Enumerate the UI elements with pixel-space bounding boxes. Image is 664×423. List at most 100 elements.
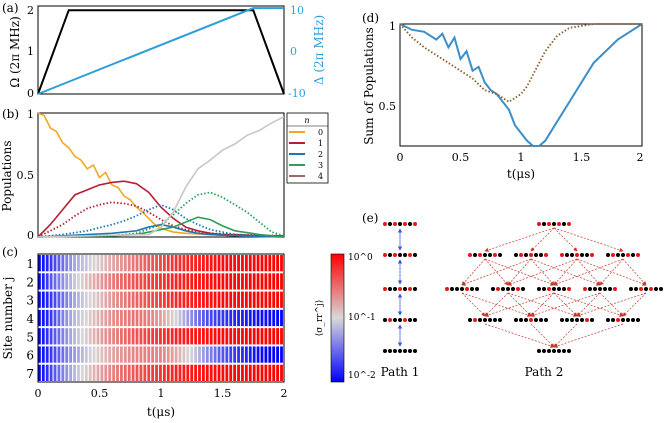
panel-a: (a) 0 1 2 -10 0 10 Ω (2π MHz) Δ (2π MHz): [2, 1, 326, 100]
atom-dot: [562, 287, 566, 291]
atom-dot: [516, 287, 520, 291]
panel-e: (e) Path 1 Path 2: [362, 211, 663, 379]
heatmap-cell: [229, 364, 233, 381]
atom-dot: [603, 287, 607, 291]
heatmap-cell: [127, 364, 131, 381]
atom-dot: [562, 349, 566, 353]
heatmap-cell: [69, 273, 73, 290]
heatmap-cell: [272, 328, 276, 345]
heatmap-cell: [77, 328, 80, 345]
heatmap-cell: [135, 346, 139, 363]
heatmap-cell: [225, 309, 229, 327]
heatmap-cell: [233, 309, 237, 327]
heatmap-cell: [80, 346, 84, 363]
atom-dot: [393, 222, 397, 226]
heatmap-cell: [221, 291, 225, 308]
heatmap-cell: [213, 328, 217, 345]
atom-dot: [398, 253, 402, 257]
heatmap-cell: [241, 309, 244, 327]
heatmap-cell: [252, 328, 256, 345]
heatmap-cell: [147, 309, 151, 327]
heatmap-cell: [166, 291, 170, 308]
heatmap-cell: [139, 255, 143, 272]
heatmap-cell: [147, 255, 151, 272]
heatmap-cell: [127, 255, 131, 272]
atom-dot: [398, 222, 402, 226]
atom-dot: [473, 253, 477, 257]
atom-dot: [529, 253, 533, 257]
atom-dot: [408, 349, 412, 353]
heatmap-cell: [96, 346, 100, 363]
transition-arrow: [530, 258, 601, 286]
atom-chain: [537, 287, 571, 291]
heatmap-cells: [38, 255, 283, 381]
heatmap-cell: [38, 309, 41, 327]
heatmap-cell: [38, 364, 41, 381]
heatmap-cell: [256, 346, 260, 363]
path2-label: Path 2: [525, 365, 564, 379]
heatmap-cell: [225, 255, 229, 272]
a-right-tick-0: -10: [288, 87, 306, 100]
d-xtick-2: 1: [518, 151, 525, 164]
atom-dot: [388, 222, 392, 226]
atom-dot: [547, 222, 551, 226]
atom-dot: [413, 253, 417, 257]
c-xtick-3: 1.5: [214, 387, 232, 400]
heatmap-cell: [131, 364, 135, 381]
heatmap-cell: [178, 346, 182, 363]
heatmap-cell: [198, 346, 201, 363]
heatmap-cell: [112, 273, 115, 290]
heatmap-cell: [65, 309, 69, 327]
heatmap-cell: [202, 255, 205, 272]
heatmap-cell: [159, 309, 162, 327]
transition-arrow: [553, 258, 578, 286]
atom-dot: [570, 253, 574, 257]
atom-dot: [445, 287, 449, 291]
heatmap-cell: [280, 309, 283, 327]
heatmap-cell: [77, 255, 80, 272]
transition-arrow: [484, 227, 555, 252]
heatmap-cell: [143, 291, 147, 308]
atom-dot: [552, 222, 556, 226]
atom-chain: [583, 287, 617, 291]
heatmap-cell: [155, 309, 158, 327]
heatmap-cell: [41, 291, 45, 308]
heatmap-cell: [45, 328, 49, 345]
heatmap-cell: [159, 328, 162, 345]
legend-label-4: 4: [318, 172, 323, 181]
sum-series-dotted: [399, 23, 642, 103]
heatmap-cell: [84, 255, 88, 272]
heatmap-cell: [159, 346, 162, 363]
heatmap-cell: [104, 328, 108, 345]
panel-a-label: (a): [2, 1, 19, 15]
heatmap-cell: [174, 309, 178, 327]
transition-arrow: [461, 258, 486, 286]
heatmap-cell: [127, 328, 131, 345]
heatmap-cell: [45, 346, 49, 363]
heatmap-cell: [244, 364, 248, 381]
heatmap-cell: [155, 273, 158, 290]
heatmap-cell: [61, 364, 65, 381]
heatmap-cell: [135, 255, 139, 272]
heatmap-cell: [229, 291, 233, 308]
heatmap-cell: [88, 328, 92, 345]
atom-dot: [534, 318, 538, 322]
heatmap-cell: [256, 309, 260, 327]
atom-dot: [585, 253, 589, 257]
heatmap-cell: [241, 255, 244, 272]
heatmap-cell: [53, 291, 57, 308]
heatmap-cell: [264, 273, 268, 290]
atom-dot: [468, 253, 472, 257]
atom-dot: [557, 287, 561, 291]
heatmap-cell: [213, 291, 217, 308]
heatmap-cell: [237, 309, 240, 327]
heatmap-cell: [198, 328, 201, 345]
heatmap-cell: [92, 255, 96, 272]
atom-dot: [636, 253, 640, 257]
heatmap-cell: [264, 291, 268, 308]
atom-dot: [383, 349, 387, 353]
heatmap-cell: [96, 255, 100, 272]
heatmap-cell: [135, 291, 139, 308]
heatmap-cell: [221, 273, 225, 290]
heatmap-cell: [217, 346, 221, 363]
